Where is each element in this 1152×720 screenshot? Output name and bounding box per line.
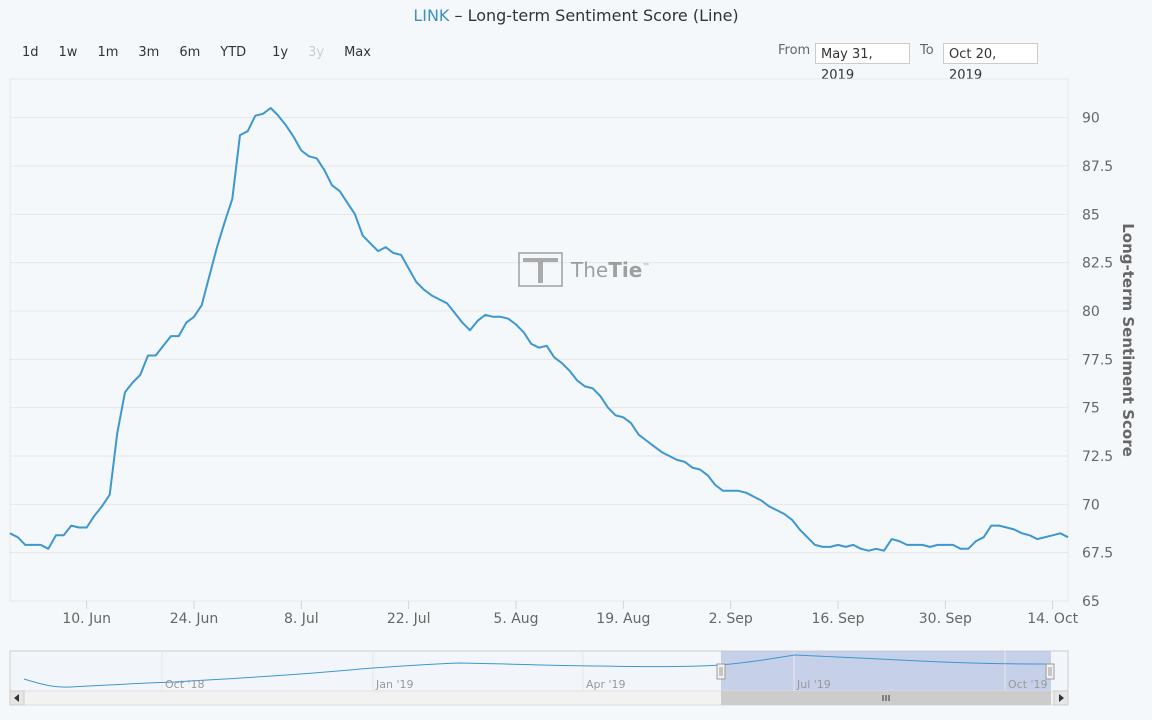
scrollbar-track[interactable] — [9, 690, 1069, 706]
y-tick-label: 70 — [1082, 497, 1100, 513]
y-tick-label: 90 — [1082, 111, 1100, 127]
navigator-x-label: Apr '19 — [586, 678, 626, 691]
y-tick-label: 77.5 — [1082, 352, 1113, 368]
to-label: To — [920, 43, 934, 58]
y-axis-ticks: 65 67.5 70 72.5 75 77.5 80 82.5 85 87.5 90 — [1082, 111, 1113, 610]
y-tick-label: 65 — [1082, 594, 1100, 610]
y-tick-label: 80 — [1082, 304, 1100, 320]
series-line — [9, 107, 1069, 552]
scroll-left-icon — [14, 694, 19, 702]
scrollbar[interactable] — [9, 690, 1069, 706]
watermark-logo: TheTie™ — [518, 252, 650, 287]
watermark-logo-icon — [518, 252, 563, 287]
y-tick-label: 82.5 — [1082, 256, 1113, 272]
range-button-1d[interactable]: 1d — [22, 45, 39, 60]
y-axis-title: Long-term Sentiment Score — [1119, 223, 1137, 457]
navigator-selected-range — [721, 651, 1051, 691]
grid-lines — [10, 117, 1068, 602]
chart-title: LINK – Long-term Sentiment Score (Line) — [0, 6, 1152, 25]
navigator: Oct '18 Jan '19 Apr '19 Jul '19 Oct '19 — [9, 650, 1069, 692]
from-label: From — [778, 43, 811, 58]
range-button-1w[interactable]: 1w — [58, 45, 78, 60]
range-button-3y: 3y — [308, 45, 325, 60]
navigator-x-label: Oct '19 — [1008, 678, 1048, 691]
x-tick-label: 5. Aug — [493, 611, 538, 627]
from-date-input[interactable]: May 31, 2019 — [815, 43, 910, 83]
plot-area — [9, 78, 1069, 602]
range-button-3m[interactable]: 3m — [138, 45, 160, 60]
scrollbar-thumb[interactable] — [721, 691, 1051, 705]
navigator-x-label: Jul '19 — [796, 678, 831, 691]
range-button-ytd[interactable]: YTD — [220, 45, 247, 60]
x-tick-label: 16. Sep — [811, 611, 864, 627]
x-tick-label: 24. Jun — [170, 611, 219, 627]
chart-title-text: – Long-term Sentiment Score (Line) — [449, 6, 739, 25]
x-tick-label: 10. Jun — [62, 611, 111, 627]
x-tick-label: 2. Sep — [709, 611, 753, 627]
x-tick-label: 22. Jul — [387, 611, 431, 627]
x-tick-label: 19. Aug — [596, 611, 650, 627]
y-tick-label: 67.5 — [1082, 546, 1113, 562]
navigator-x-ticks: Oct '18 Jan '19 Apr '19 Jul '19 Oct '19 — [165, 678, 1048, 691]
y-tick-label: 75 — [1082, 401, 1100, 417]
range-button-1m[interactable]: 1m — [97, 45, 119, 60]
y-tick-label: 85 — [1082, 207, 1100, 223]
watermark-text-light: The — [570, 258, 608, 282]
range-button-6m[interactable]: 6m — [179, 45, 201, 60]
navigator-handle-right[interactable] — [1045, 663, 1055, 680]
watermark-logo-bar — [523, 258, 558, 262]
chart-title-symbol: LINK — [413, 6, 450, 25]
range-button-1y[interactable]: 1y — [272, 45, 289, 60]
navigator-x-label: Jan '19 — [375, 678, 413, 691]
x-tick-label: 30. Sep — [919, 611, 972, 627]
watermark-logo-stem — [538, 262, 543, 283]
range-button-max[interactable]: Max — [344, 45, 371, 60]
watermark-trademark: ™ — [642, 262, 650, 271]
scrollbar-left-arrow[interactable] — [9, 690, 25, 706]
x-tick-label: 14. Oct — [1027, 611, 1078, 627]
navigator-x-label: Oct '18 — [165, 678, 205, 691]
x-axis-ticks: 10. Jun 24. Jun 8. Jul 22. Jul 5. Aug 19. Aug… — [62, 601, 1079, 627]
y-tick-label: 72.5 — [1082, 449, 1113, 465]
y-tick-label: 87.5 — [1082, 159, 1113, 175]
navigator-grid — [161, 651, 1006, 691]
range-selector: 1d 1w 1m 3m 6m YTD 1y 3y Max — [16, 44, 385, 61]
watermark-text-bold: Tie — [608, 258, 642, 282]
navigator-series — [23, 654, 1051, 688]
x-tick-label: 8. Jul — [284, 611, 319, 627]
navigator-background — [9, 650, 1069, 692]
svg-text:TheTie™: TheTie™ — [570, 258, 650, 282]
scrollbar-right-arrow[interactable] — [1053, 690, 1069, 706]
navigator-handle-left[interactable] — [716, 663, 726, 680]
scroll-right-icon — [1059, 694, 1064, 702]
to-date-input[interactable]: Oct 20, 2019 — [943, 43, 1038, 83]
